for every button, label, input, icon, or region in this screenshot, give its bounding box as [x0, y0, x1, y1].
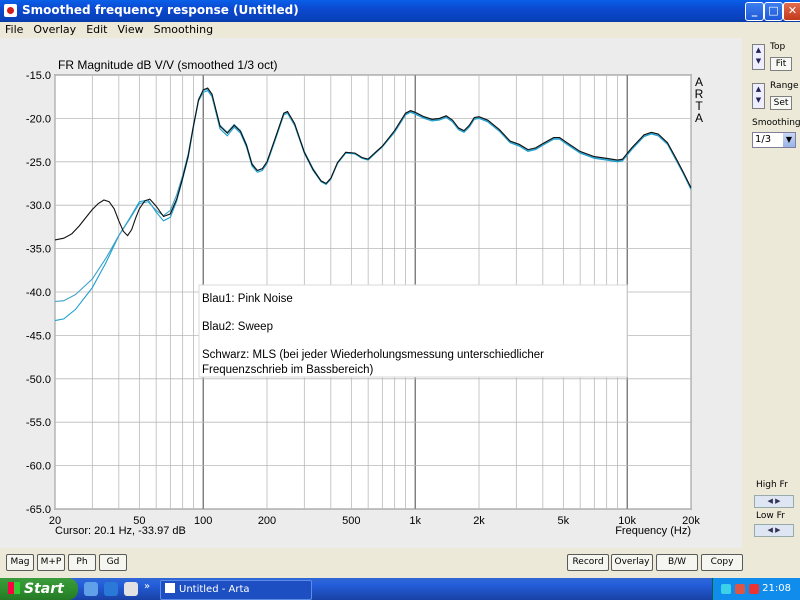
- y-tick-labels: -15.0 -20.0 -25.0 -30.0 -35.0 -40.0 -45.0 -50.0…: [26, 70, 51, 516]
- chevron-down-icon[interactable]: ▼: [783, 133, 795, 147]
- low-fr-right-icon[interactable]: ▶: [775, 526, 781, 534]
- menu-file[interactable]: File: [5, 23, 24, 36]
- arta-app-icon: [4, 4, 17, 17]
- set-button[interactable]: Set: [770, 96, 792, 110]
- top-down-arrow-icon[interactable]: ▼: [755, 57, 762, 65]
- menu-edit[interactable]: Edit: [86, 23, 108, 36]
- y-tick-label: -55.0: [26, 417, 51, 429]
- bottom-toolbar: Mag M+P Ph Gd Record Overlay B/W Copy: [0, 548, 800, 578]
- mag-button[interactable]: Mag: [6, 554, 34, 571]
- series-line-3: [54, 87, 692, 241]
- show-desktop-icon[interactable]: [84, 582, 98, 596]
- media-player-icon[interactable]: [124, 582, 138, 596]
- record-button[interactable]: Record: [567, 554, 609, 571]
- x-axis-label: Frequency (Hz): [615, 525, 691, 537]
- maximize-button[interactable]: □: [764, 2, 783, 21]
- high-fr-buttons[interactable]: ◀ ▶: [754, 495, 794, 508]
- gd-button[interactable]: Gd: [99, 554, 127, 571]
- y-tick-label: -30.0: [26, 200, 51, 212]
- y-tick-label: -45.0: [26, 330, 51, 342]
- y-tick-label: -40.0: [26, 287, 51, 299]
- network-icon[interactable]: [721, 584, 731, 594]
- plot-area[interactable]: -15.0 -20.0 -25.0 -30.0 -35.0 -40.0 -45.0 -50.0…: [0, 38, 742, 548]
- windows-logo-icon: [8, 582, 20, 594]
- clock: 21:08: [762, 583, 791, 594]
- high-fr-right-icon[interactable]: ▶: [775, 497, 781, 505]
- x-tick-label: 20: [49, 515, 61, 527]
- taskbar-item-label: Untitled - Arta: [179, 584, 250, 595]
- x-tick-label: 200: [258, 515, 276, 527]
- low-fr-label: Low Fr: [756, 511, 785, 521]
- taskbar-item-arta[interactable]: Untitled - Arta: [160, 580, 312, 600]
- x-tick-label: 100: [194, 515, 212, 527]
- high-fr-label: High Fr: [756, 480, 788, 490]
- y-tick-label: -15.0: [26, 70, 51, 82]
- cursor-readout: Cursor: 20.1 Hz, -33.97 dB: [55, 525, 186, 537]
- taskbar: Start » Untitled - Arta 21:08: [0, 578, 800, 600]
- y-tick-label: -25.0: [26, 157, 51, 169]
- title-bar: Smoothed frequency response (Untitled) _…: [0, 0, 800, 22]
- x-tick-label: 50: [133, 515, 145, 527]
- top-label: Top: [770, 42, 786, 52]
- arta-letter-1: A: [695, 75, 703, 89]
- minimize-button[interactable]: _: [745, 2, 764, 21]
- low-fr-left-icon[interactable]: ◀: [767, 526, 773, 534]
- copy-button[interactable]: Copy: [701, 554, 743, 571]
- start-label: Start: [24, 581, 64, 597]
- volume-icon[interactable]: [735, 584, 745, 594]
- smoothing-label: Smoothing: [752, 118, 800, 128]
- low-fr-buttons[interactable]: ◀ ▶: [754, 524, 794, 537]
- y-tick-label: -50.0: [26, 374, 51, 386]
- range-label: Range: [770, 81, 799, 91]
- frequency-response-chart[interactable]: -15.0 -20.0 -25.0 -30.0 -35.0 -40.0 -45.0 -50.0…: [0, 38, 742, 548]
- menu-overlay[interactable]: Overlay: [33, 23, 77, 36]
- top-spinner[interactable]: ▲ ▼: [752, 44, 765, 70]
- arta-letter-3: T: [695, 99, 703, 113]
- arta-task-icon: [165, 583, 175, 593]
- legend-line-1: Blau1: Pink Noise: [202, 293, 293, 305]
- x-tick-label: 2k: [473, 515, 485, 527]
- range-up-arrow-icon[interactable]: ▲: [755, 85, 762, 93]
- side-controls: Top ▲ ▼ Fit Range ▲ ▼ Set Smoothing 1/3 ▼ …: [742, 38, 800, 548]
- x-tick-label: 500: [342, 515, 360, 527]
- smoothing-select[interactable]: 1/3 ▼: [752, 132, 796, 148]
- internet-explorer-icon[interactable]: [104, 582, 118, 596]
- x-tick-labels: 20 50 100 200 500 1k 2k 5k 10k 20k: [49, 515, 700, 527]
- legend-line-4: Frequenzschrieb im Bassbereich): [202, 364, 373, 376]
- security-alert-icon[interactable]: [749, 584, 759, 594]
- close-button[interactable]: ✕: [783, 2, 800, 21]
- y-tick-label: -65.0: [26, 504, 51, 516]
- menu-view[interactable]: View: [117, 23, 144, 36]
- overlay-button[interactable]: Overlay: [611, 554, 653, 571]
- system-tray: 21:08: [712, 578, 800, 600]
- x-tick-label: 10k: [618, 515, 636, 527]
- menu-smoothing[interactable]: Smoothing: [153, 23, 214, 36]
- legend-line-3: Schwarz: MLS (bei jeder Wiederholungsmes…: [202, 349, 544, 361]
- window-title: Smoothed frequency response (Untitled): [22, 3, 299, 17]
- x-tick-label: 1k: [409, 515, 421, 527]
- legend-box: [198, 284, 628, 378]
- fit-button[interactable]: Fit: [770, 57, 792, 71]
- legend-line-2: Blau2: Sweep: [202, 321, 273, 333]
- range-down-arrow-icon[interactable]: ▼: [755, 96, 762, 104]
- mp-button[interactable]: M+P: [37, 554, 65, 571]
- ph-button[interactable]: Ph: [68, 554, 96, 571]
- series-curves: [54, 87, 692, 322]
- y-tick-label: -60.0: [26, 461, 51, 473]
- chart-title: FR Magnitude dB V/V (smoothed 1/3 oct): [58, 58, 277, 72]
- y-tick-label: -35.0: [26, 244, 51, 256]
- arta-letter-4: A: [695, 111, 703, 125]
- range-spinner[interactable]: ▲ ▼: [752, 83, 765, 109]
- menu-bar: File Overlay Edit View Smoothing: [0, 22, 800, 38]
- high-fr-left-icon[interactable]: ◀: [767, 497, 773, 505]
- smoothing-value: 1/3: [755, 134, 772, 145]
- bw-button[interactable]: B/W: [656, 554, 698, 571]
- start-button[interactable]: Start: [0, 578, 78, 600]
- top-up-arrow-icon[interactable]: ▲: [755, 46, 762, 54]
- arta-letter-2: R: [695, 87, 704, 101]
- x-tick-label: 5k: [558, 515, 570, 527]
- quicklaunch-more-icon[interactable]: »: [144, 581, 151, 592]
- x-tick-label: 20k: [682, 515, 700, 527]
- y-tick-label: -20.0: [26, 113, 51, 125]
